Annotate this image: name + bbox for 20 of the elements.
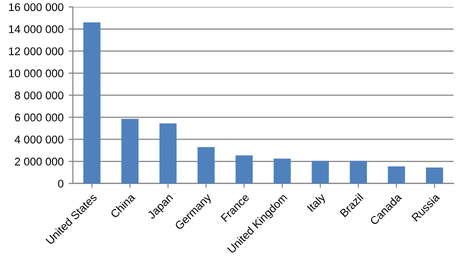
y-tick-label: 2 000 000 bbox=[14, 158, 64, 166]
y-tick-label: 8 000 000 bbox=[14, 91, 64, 100]
x-tick-label: Italy bbox=[306, 192, 328, 214]
bar bbox=[426, 167, 444, 184]
y-tick-label: 0 bbox=[58, 180, 64, 188]
y-tick-label: 14 000 000 bbox=[9, 25, 64, 34]
y-tick-label: 10 000 000 bbox=[9, 69, 64, 78]
y-tick-label: 6 000 000 bbox=[14, 114, 64, 122]
y-tick-label: 12 000 000 bbox=[9, 47, 64, 56]
bar bbox=[236, 155, 253, 184]
bar bbox=[121, 118, 139, 184]
bar bbox=[388, 166, 406, 184]
bar bbox=[274, 158, 291, 184]
bar bbox=[312, 160, 329, 184]
bar bbox=[198, 147, 215, 184]
bar bbox=[83, 22, 100, 184]
y-tick-label: 16 000 000 bbox=[9, 3, 64, 12]
y-tick-label: 4 000 000 bbox=[14, 136, 64, 144]
bar bbox=[159, 123, 177, 184]
bar bbox=[350, 160, 367, 184]
